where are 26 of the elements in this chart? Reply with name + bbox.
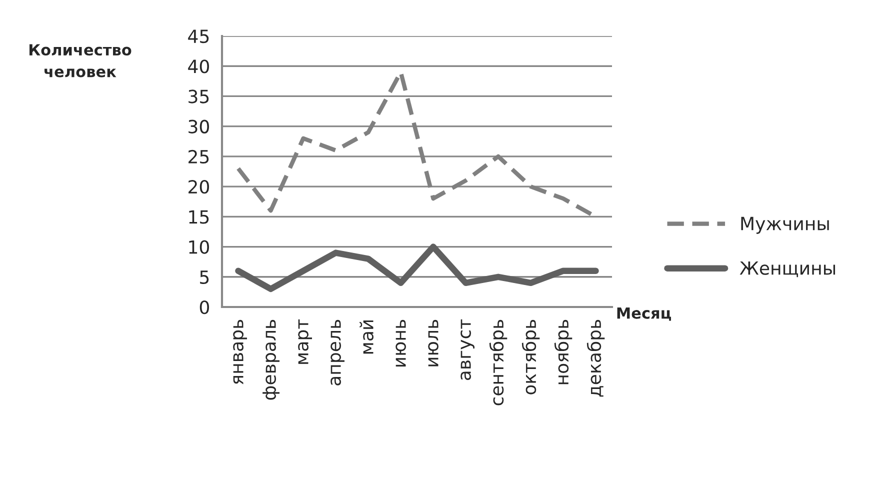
y-tick-label: 25 bbox=[188, 150, 209, 164]
x-tick-label: декабрь bbox=[586, 320, 605, 397]
y-tick-label: 45 bbox=[188, 30, 209, 44]
y-tick-label: 30 bbox=[188, 120, 209, 134]
y-tick-label: 15 bbox=[189, 210, 209, 224]
x-axis-title: Месяц bbox=[617, 307, 671, 321]
x-tick-label: апрель bbox=[330, 320, 344, 386]
legend-label: Женщины bbox=[740, 261, 836, 278]
y-tick-label: 35 bbox=[188, 90, 209, 104]
y-tick-label: 10 bbox=[189, 240, 209, 254]
x-tick-label: январь bbox=[233, 320, 247, 384]
x-tick-label: февраль bbox=[262, 320, 280, 400]
x-tick-label: август bbox=[460, 319, 474, 380]
y-tick-label: 5 bbox=[200, 270, 209, 284]
y-tick-label: 20 bbox=[188, 180, 209, 194]
x-tick-label: май bbox=[360, 320, 374, 354]
y-tick-label: 0 bbox=[200, 300, 209, 314]
x-tick-label: сентябрь bbox=[489, 320, 508, 406]
y-axis-title: Количество человек bbox=[30, 44, 132, 78]
x-tick-label: октябрь bbox=[522, 320, 540, 394]
y-tick-label: 40 bbox=[188, 60, 209, 74]
x-tick-label: март bbox=[298, 319, 312, 364]
legend-label: Мужчины bbox=[741, 216, 829, 234]
x-tick-label: июнь bbox=[396, 320, 406, 367]
x-tick-label: ноябрь bbox=[554, 320, 572, 384]
x-tick-label: июль bbox=[428, 320, 438, 366]
